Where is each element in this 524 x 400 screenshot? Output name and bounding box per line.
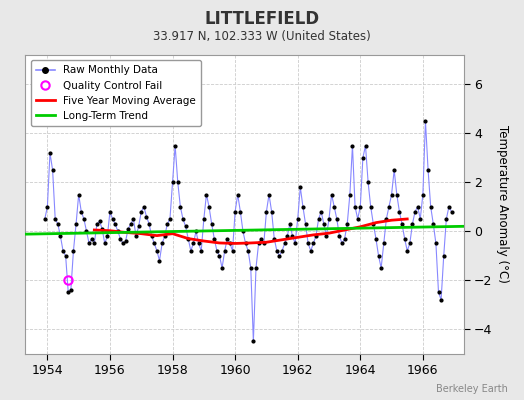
Text: 33.917 N, 102.333 W (United States): 33.917 N, 102.333 W (United States) [153, 30, 371, 43]
Text: Berkeley Earth: Berkeley Earth [436, 384, 508, 394]
Text: LITTLEFIELD: LITTLEFIELD [204, 10, 320, 28]
Legend: Raw Monthly Data, Quality Control Fail, Five Year Moving Average, Long-Term Tren: Raw Monthly Data, Quality Control Fail, … [31, 60, 201, 126]
Y-axis label: Temperature Anomaly (°C): Temperature Anomaly (°C) [496, 125, 509, 283]
